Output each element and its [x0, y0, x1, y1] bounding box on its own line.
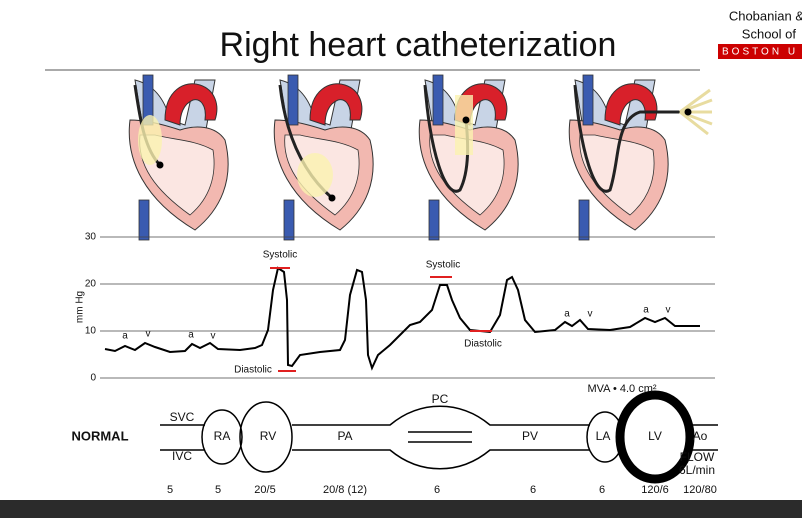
pressure-trace: [104, 266, 700, 371]
diagram-label: PC: [432, 392, 449, 406]
mva-label: MVA • 4.0 cm²: [587, 383, 656, 395]
y-tick-label: 0: [90, 373, 96, 384]
annotation: Diastolic: [234, 365, 272, 376]
y-tick-label: 20: [85, 279, 97, 290]
annotation: Diastolic: [464, 339, 502, 350]
circulation-diagram: [160, 390, 718, 484]
diagram-label: SVC: [170, 410, 195, 424]
pressure-value: 5: [167, 484, 173, 496]
annotation: v: [588, 309, 593, 320]
diagram-label: Ao: [693, 429, 708, 443]
annotation: v: [666, 305, 671, 316]
annotation: a: [643, 305, 649, 316]
diagram-label: PA: [337, 429, 352, 443]
pressure-chart: mm Hg Systolic Diastolic Systolic Diasto…: [75, 232, 715, 384]
annotation: v: [211, 331, 216, 342]
diagram-label: RA: [214, 429, 231, 443]
pressure-value: 20/8 (12): [323, 484, 367, 496]
annotation: Systolic: [426, 260, 460, 271]
logo-text: BOSTON U: [722, 47, 798, 58]
diagram-label: IVC: [172, 449, 192, 463]
row-label: NORMAL: [71, 428, 128, 443]
pressure-value: 20/5: [254, 484, 275, 496]
y-tick-label: 30: [85, 232, 97, 243]
pressure-value: 6: [530, 484, 536, 496]
pressure-value: 6: [434, 484, 440, 496]
logo-text: School of: [742, 26, 797, 41]
heart-illustrations: [128, 74, 713, 241]
logo-text: Chobanian &: [729, 8, 802, 23]
diagram-label: LA: [596, 429, 611, 443]
logo-bar: [718, 44, 802, 59]
pressure-value: 120/80: [683, 484, 717, 496]
slide-title: Right heart catheterization: [220, 26, 617, 64]
annotation: v: [146, 329, 151, 340]
pressure-value: 6: [599, 484, 605, 496]
annotation: Systolic: [263, 250, 297, 261]
annotation: a: [188, 330, 194, 341]
diagram-label: 6L/min: [679, 463, 715, 477]
diagram-label: RV: [260, 429, 276, 443]
footer-bar: [0, 500, 802, 518]
markers: [270, 267, 492, 372]
annotation: a: [122, 331, 128, 342]
diagram-label: PV: [522, 429, 538, 443]
diagram-label: FLOW: [680, 450, 715, 464]
annotation: a: [564, 309, 570, 320]
pressure-value: 5: [215, 484, 221, 496]
y-axis-label: mm Hg: [75, 291, 86, 323]
diagram-label: LV: [648, 429, 662, 443]
pressure-values: 5 5 20/5 20/8 (12) 6 6 6 120/6 120/80: [167, 484, 717, 496]
y-tick-label: 10: [85, 326, 97, 337]
pressure-value: 120/6: [641, 484, 669, 496]
